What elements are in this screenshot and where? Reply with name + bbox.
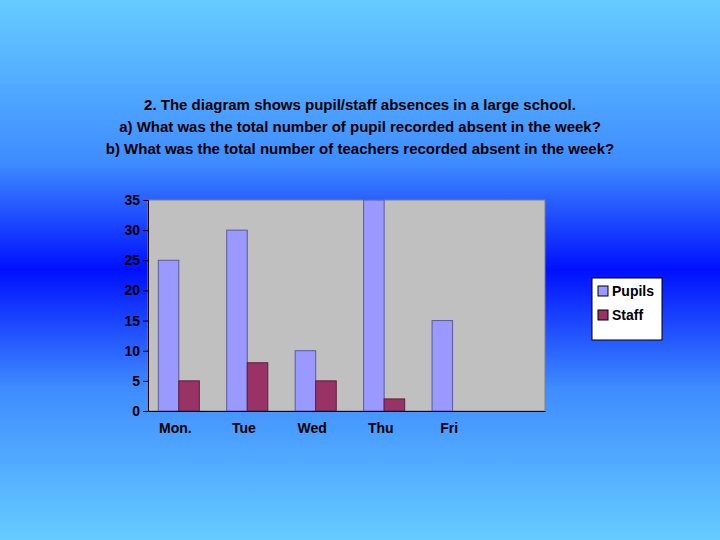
y-tick-mark — [143, 230, 148, 231]
bar — [247, 363, 268, 411]
bar — [384, 399, 405, 411]
bar — [158, 260, 179, 411]
y-tick-mark — [143, 321, 148, 322]
y-tick: 35 — [124, 192, 148, 208]
title: 2. The diagram shows pupil/staff absence… — [144, 96, 576, 113]
x-tick-label: Thu — [368, 420, 394, 436]
bar — [295, 351, 316, 411]
y-tick-label: 5 — [132, 373, 140, 389]
legend-box — [592, 278, 662, 340]
x-tick: Mon. — [159, 411, 192, 436]
y-tick: 10 — [124, 343, 148, 359]
chart: 2. The diagram shows pupil/staff absence… — [0, 0, 720, 540]
y-tick: 15 — [124, 313, 148, 329]
y-tick-label: 15 — [124, 313, 140, 329]
bar — [179, 381, 200, 411]
y-tick-label: 20 — [124, 282, 140, 298]
bars — [158, 200, 452, 411]
x-tick-label: Tue — [232, 420, 256, 436]
x-tick: Fri — [440, 411, 458, 436]
title: b) What was the total number of teachers… — [106, 140, 614, 157]
y-tick-mark — [143, 260, 148, 261]
title: a) What was the total number of pupil re… — [119, 118, 601, 135]
y-tick-mark — [143, 351, 148, 352]
y-tick: 20 — [124, 282, 148, 298]
y-tick-mark — [143, 381, 148, 382]
bar — [316, 381, 337, 411]
y-tick-label: 0 — [132, 403, 140, 419]
y-tick-mark — [143, 290, 148, 291]
legend-label: Pupils — [612, 283, 654, 299]
y-tick: 5 — [132, 373, 148, 389]
bar — [432, 321, 453, 411]
x-tick: Thu — [368, 411, 394, 436]
legend-swatch — [598, 310, 608, 320]
y-tick-mark — [143, 411, 148, 412]
plot-area — [148, 200, 545, 411]
x-tick-label: Mon. — [159, 420, 192, 436]
title-group: 2. The diagram shows pupil/staff absence… — [106, 96, 614, 157]
y-axis-line — [143, 201, 149, 412]
y-tick-label: 30 — [124, 222, 140, 238]
y-axis: 0 5 10 15 20 25 30 35 — [124, 192, 148, 419]
y-tick-label: 35 — [124, 192, 140, 208]
y-tick: 25 — [124, 252, 148, 268]
bar — [364, 200, 385, 411]
x-tick: Wed — [298, 411, 327, 436]
y-tick: 0 — [132, 403, 148, 419]
bar — [227, 230, 248, 411]
legend-label: Staff — [612, 307, 643, 323]
y-tick-mark — [143, 200, 148, 201]
y-tick: 30 — [124, 222, 148, 238]
y-tick-label: 25 — [124, 252, 140, 268]
x-axis-line — [149, 411, 546, 412]
x-tick-label: Fri — [440, 420, 458, 436]
x-tick-label: Wed — [298, 420, 327, 436]
x-axis: Mon. Tue Wed Thu Fri — [149, 411, 546, 436]
y-tick-label: 10 — [124, 343, 140, 359]
legend: Pupils Staff — [592, 278, 662, 340]
legend-swatch — [598, 286, 608, 296]
x-tick: Tue — [232, 411, 256, 436]
